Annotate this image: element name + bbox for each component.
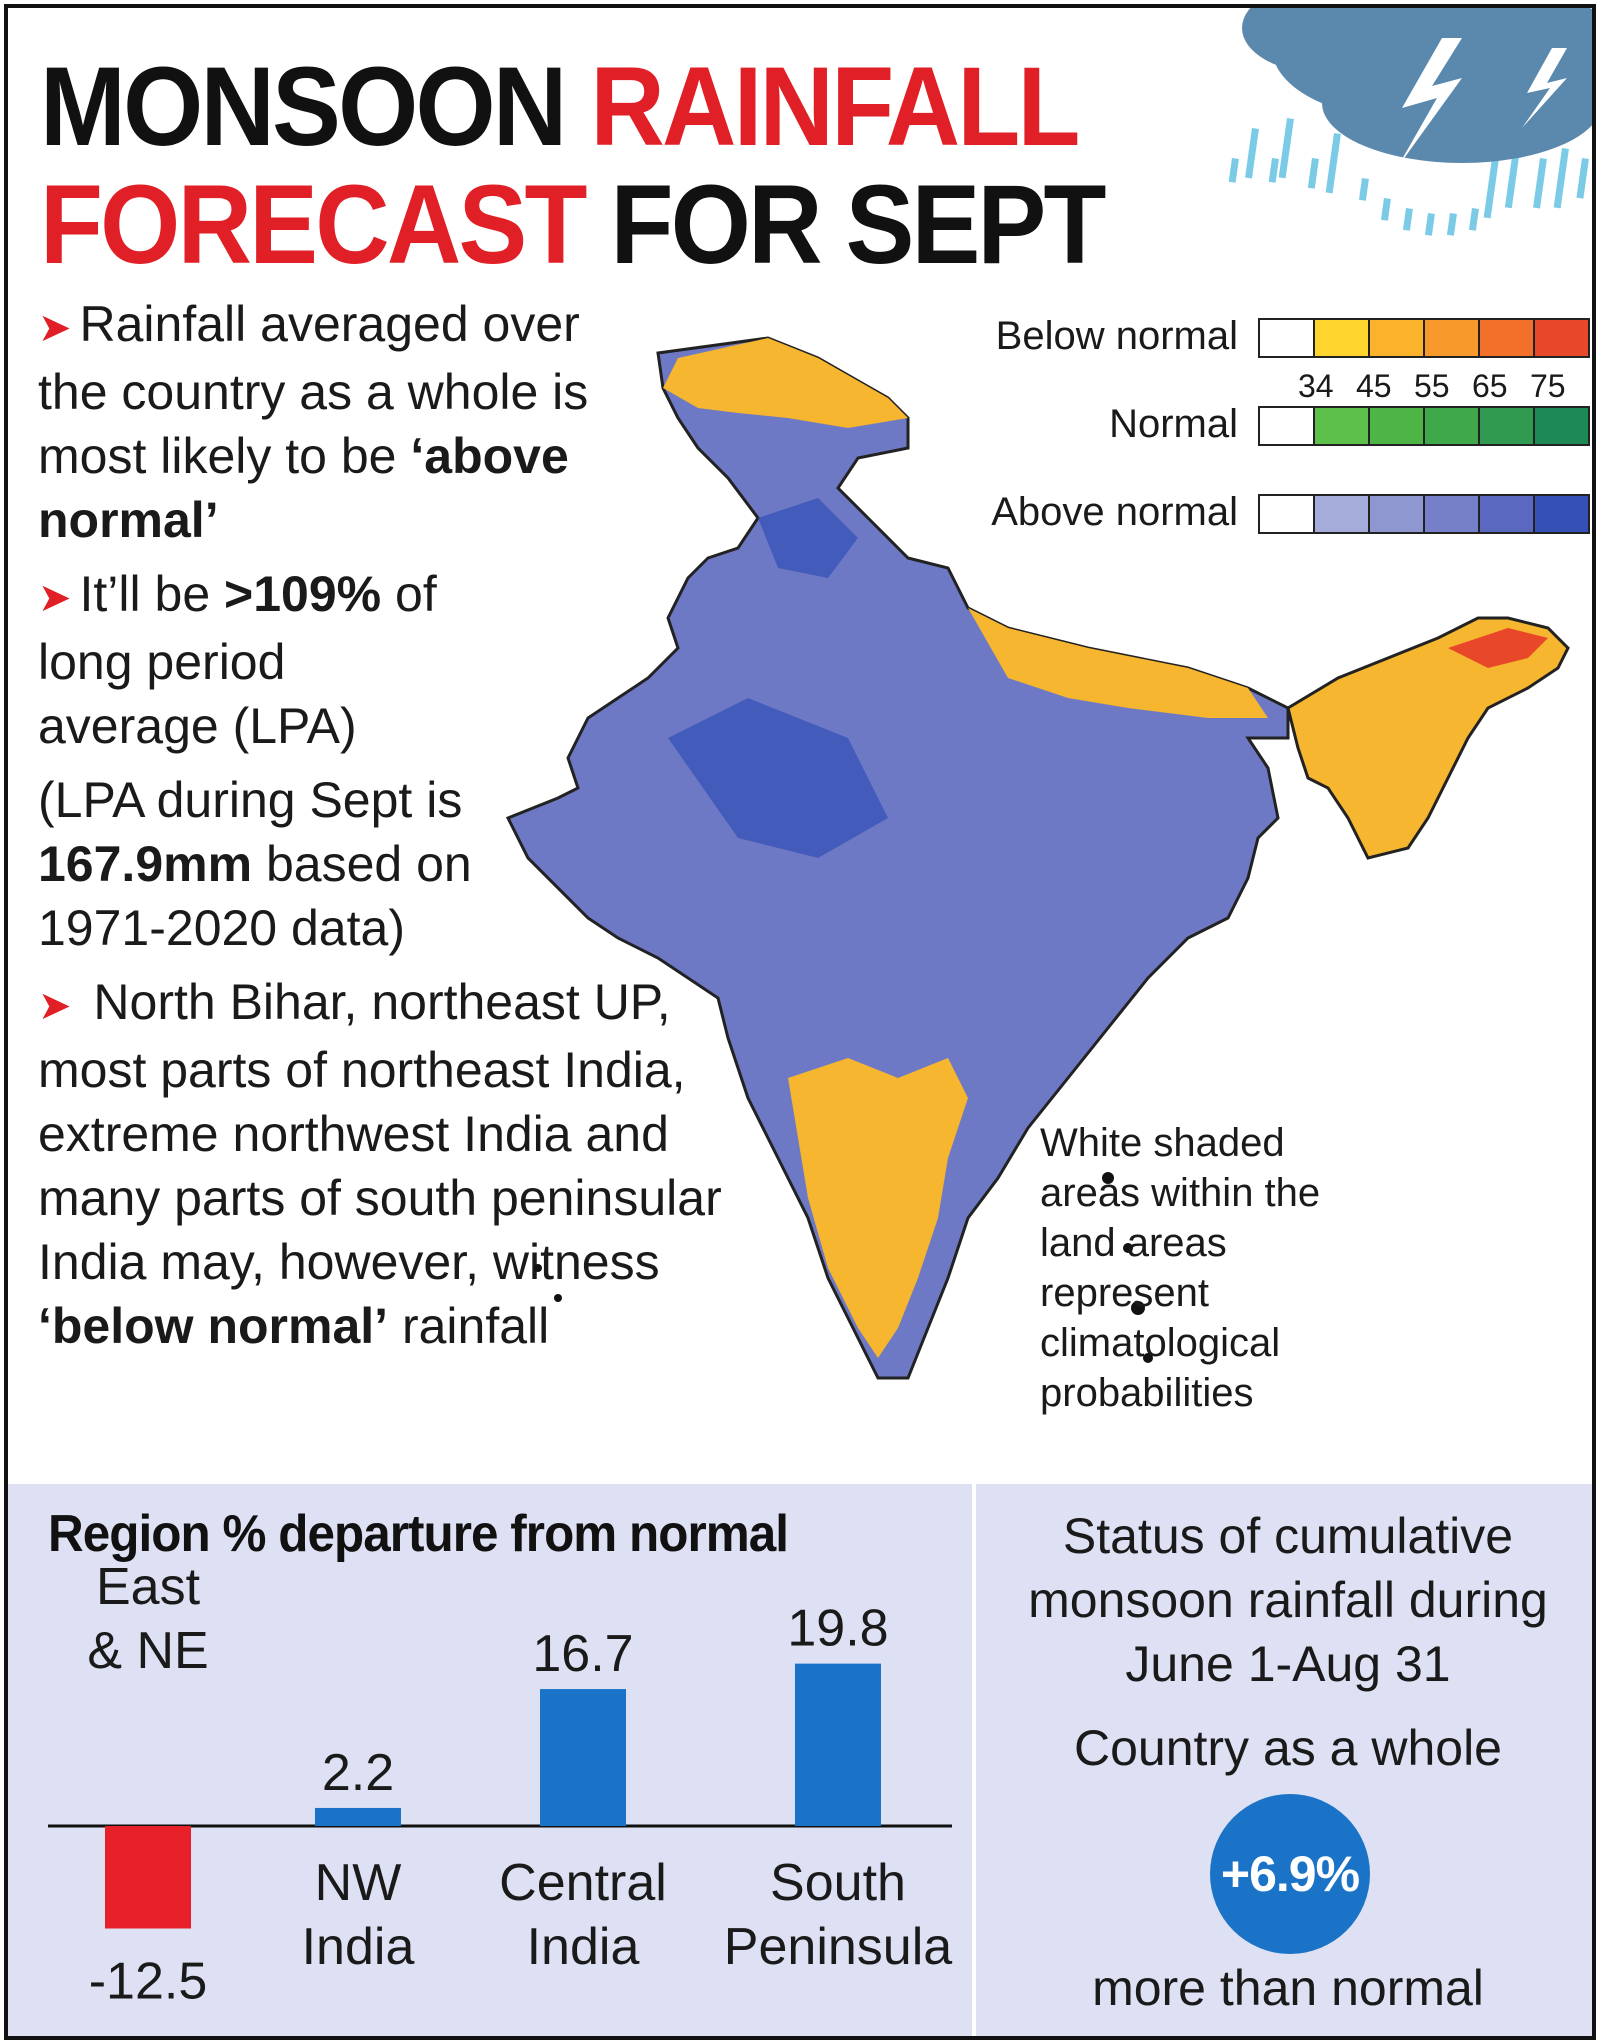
arrow-icon: ➤ — [38, 984, 72, 1028]
legend-swatch-normal — [1533, 406, 1590, 446]
title-forecast: FORECAST — [40, 162, 587, 287]
panel-divider — [972, 1484, 976, 2036]
category-label: India — [527, 1918, 640, 1976]
legend-swatch-below — [1423, 318, 1480, 358]
category-label: NW — [315, 1854, 402, 1912]
title-for-sept: FOR SEPT — [610, 162, 1107, 287]
legend-swatch-below — [1478, 318, 1535, 358]
category-label: & NE — [87, 1622, 208, 1680]
bar-value-label: -12.5 — [89, 1953, 208, 2011]
legend-swatch-below — [1368, 318, 1425, 358]
category-label: India — [302, 1918, 415, 1976]
legend-swatch-below — [1533, 318, 1590, 358]
category-label: Peninsula — [724, 1918, 952, 1976]
legend-below-normal: Below normal — [968, 316, 1592, 358]
category-label: Central — [499, 1854, 667, 1912]
legend-swatch-normal — [1368, 406, 1425, 446]
title-rainfall: RAINFALL — [590, 44, 1080, 169]
title-monsoon: MONSOON — [40, 44, 567, 169]
legend-swatch-normal — [1258, 406, 1315, 446]
legend-swatch-below — [1258, 318, 1315, 358]
category-label: South — [770, 1854, 906, 1912]
legend-swatch-below — [1313, 318, 1370, 358]
bar-value-label: 19.8 — [787, 1600, 888, 1658]
bar-3 — [795, 1663, 881, 1826]
map-mainland — [505, 336, 1290, 1380]
arrow-icon: ➤ — [38, 576, 72, 620]
map-north-bihar-zone — [968, 608, 1268, 718]
arrow-icon: ➤ — [38, 306, 72, 350]
bullet-list: ➤ Rainfall averaged over the country as a… — [38, 292, 738, 1368]
map-east-dots — [1448, 628, 1548, 668]
bar-2 — [540, 1689, 626, 1826]
page-title: MONSOON RAINFALL FORECAST FOR SEPT — [40, 48, 1107, 287]
departure-bar-chart: -12.5 East & NE 2.2 NW India 16.7 Central India 1… — [48, 1558, 952, 2011]
map-south-zone — [788, 1058, 968, 1358]
map-kashmir-zone — [663, 338, 908, 428]
bullet-item: ➤ North Bihar, northeast UP, most parts … — [38, 974, 722, 1354]
map-northeast — [1286, 616, 1570, 860]
bullet-item: (LPA during Sept is 167.9mm based on 197… — [38, 772, 472, 956]
map-note: White shaded areas within the land areas… — [1040, 1121, 1321, 1415]
storm-cloud-icon — [1228, 8, 1592, 236]
legend-swatch-normal — [1313, 406, 1370, 446]
bullet-item: ➤ It’ll be >109% of long period average (… — [38, 566, 437, 754]
legend-swatch-above — [1258, 494, 1315, 534]
bar-value-label: 16.7 — [532, 1625, 633, 1683]
infographic: MONSOON RAINFALL FORECAST FOR SEPT — [4, 4, 1596, 2040]
departure-badge: +6.9% — [1210, 1794, 1370, 1954]
legend-above-normal: Above normal — [968, 492, 1592, 534]
country-label: Country as a whole — [1073, 1720, 1502, 1776]
status-heading: Status of cumulative monsoon rainfall du… — [1028, 1508, 1548, 1692]
category-label: East — [96, 1558, 201, 1616]
legend-swatch-above — [1423, 494, 1480, 534]
india-forecast-map — [505, 336, 1570, 1380]
bottom-panel: Region % departure from normal -12.5 East… — [8, 1484, 1592, 2036]
legend-swatch-normal — [1423, 406, 1480, 446]
map-nw-zone — [758, 498, 858, 578]
status-tail: more than normal — [1092, 1960, 1484, 2016]
bar-1 — [315, 1807, 401, 1826]
bar-0 — [105, 1826, 191, 1929]
legend-swatch-above — [1368, 494, 1425, 534]
legend-swatch-above — [1478, 494, 1535, 534]
legend-swatch-above — [1533, 494, 1590, 534]
chart-title: Region % departure from normal — [48, 1505, 789, 1563]
bullet-item: ➤ Rainfall averaged over the country as a… — [38, 296, 589, 548]
legend-swatch-above — [1313, 494, 1370, 534]
legend-normal: Normal — [968, 404, 1592, 446]
bar-value-label: 2.2 — [322, 1744, 394, 1802]
legend-swatch-normal — [1478, 406, 1535, 446]
map-central-zone — [668, 698, 888, 858]
